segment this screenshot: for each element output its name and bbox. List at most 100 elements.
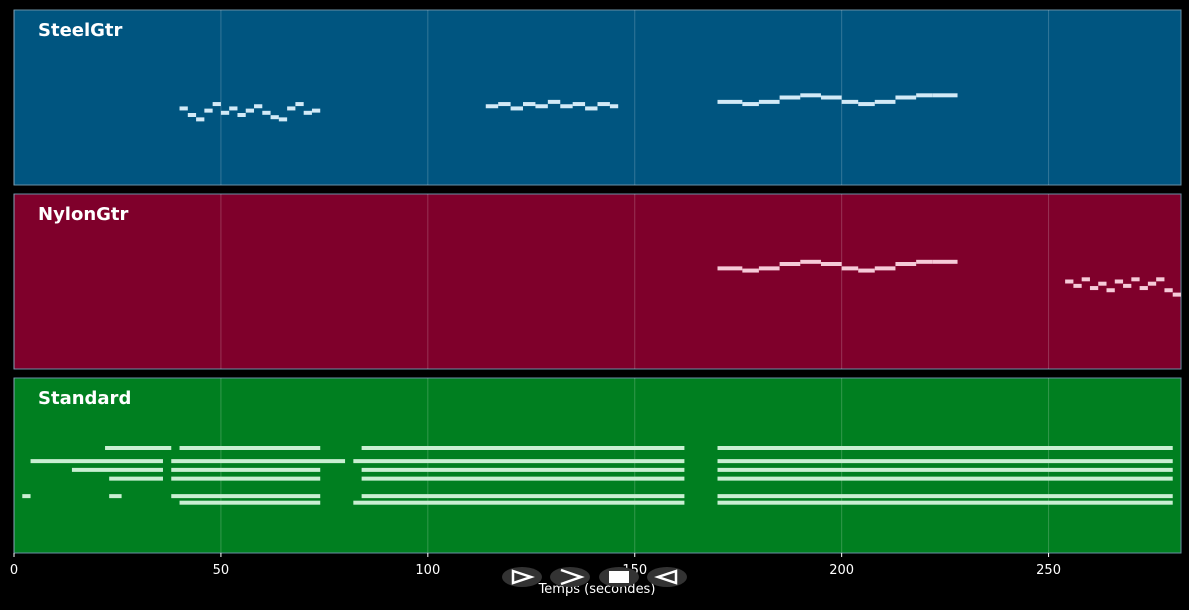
x-tick-label: 100 (415, 563, 440, 578)
note (171, 459, 346, 464)
note (560, 104, 573, 109)
note (1081, 277, 1090, 282)
note (229, 106, 238, 111)
note (179, 446, 321, 450)
track-panel: Standard (13, 377, 1182, 554)
note (361, 446, 685, 450)
note (572, 102, 586, 107)
note (717, 494, 1173, 499)
note (270, 115, 279, 120)
note (820, 95, 842, 100)
note (717, 459, 1173, 464)
note (858, 268, 875, 273)
note (287, 106, 296, 111)
note (361, 494, 685, 499)
note (1065, 279, 1074, 284)
note (547, 99, 561, 104)
note (262, 110, 271, 115)
note (1106, 288, 1115, 293)
panel-background (13, 193, 1182, 370)
note (800, 93, 821, 98)
x-tick-label: 0 (10, 563, 18, 578)
note (30, 459, 163, 464)
note (1131, 277, 1140, 282)
note (1089, 286, 1099, 291)
note (361, 467, 685, 472)
note (758, 266, 780, 271)
note (717, 266, 743, 271)
note (597, 102, 610, 107)
note (717, 446, 1173, 450)
note (171, 467, 321, 472)
note (485, 104, 499, 109)
note (895, 95, 917, 100)
note (1164, 288, 1173, 293)
x-tick-label: 250 (1036, 563, 1061, 578)
note (1172, 292, 1181, 297)
track-name: Standard (38, 388, 131, 409)
note (1123, 283, 1132, 288)
note (874, 266, 896, 271)
note (187, 113, 197, 117)
track-panel: SteelGtr (13, 9, 1182, 186)
note (820, 262, 842, 266)
note (717, 476, 1173, 481)
note (841, 266, 859, 271)
note (171, 494, 321, 499)
note (498, 102, 511, 107)
note (220, 110, 230, 115)
track-name: NylonGtr (38, 204, 129, 225)
rewind-button[interactable] (647, 567, 687, 587)
note (179, 106, 188, 111)
note (1147, 281, 1157, 286)
note (758, 99, 780, 104)
note (779, 95, 801, 100)
note (71, 467, 163, 472)
panel-background (13, 377, 1182, 554)
x-tick-label: 50 (213, 563, 230, 578)
note (1098, 281, 1107, 286)
note (717, 99, 743, 104)
note (361, 476, 685, 481)
x-axis-label: Temps (secondes) (538, 582, 656, 597)
note (22, 494, 31, 499)
note (779, 262, 801, 266)
note (254, 104, 263, 109)
note (109, 494, 122, 499)
note (196, 117, 205, 122)
note (278, 117, 288, 122)
note (295, 102, 304, 107)
note (916, 93, 933, 98)
forward-button[interactable] (550, 567, 590, 587)
x-tick-label: 200 (829, 563, 854, 578)
note (245, 108, 255, 113)
note (858, 102, 875, 107)
stop-button[interactable] (599, 567, 639, 587)
note (585, 106, 598, 111)
note (535, 104, 548, 109)
note (932, 259, 958, 264)
note (510, 106, 524, 111)
note (523, 102, 536, 107)
note (1139, 286, 1148, 291)
note (237, 113, 246, 117)
note (800, 259, 821, 264)
note (212, 102, 221, 107)
note (717, 500, 1173, 505)
note (916, 259, 933, 264)
note (742, 268, 759, 273)
note (742, 102, 759, 107)
note (717, 467, 1173, 472)
note (1114, 279, 1124, 284)
note (841, 99, 859, 104)
note (874, 99, 896, 104)
play-button[interactable] (502, 567, 542, 587)
note (105, 446, 172, 450)
note (353, 500, 685, 505)
note (353, 459, 685, 464)
note (303, 110, 312, 115)
note (1156, 277, 1165, 282)
note (179, 500, 321, 505)
panel-background (13, 9, 1182, 186)
track-panel: NylonGtr (13, 193, 1182, 370)
